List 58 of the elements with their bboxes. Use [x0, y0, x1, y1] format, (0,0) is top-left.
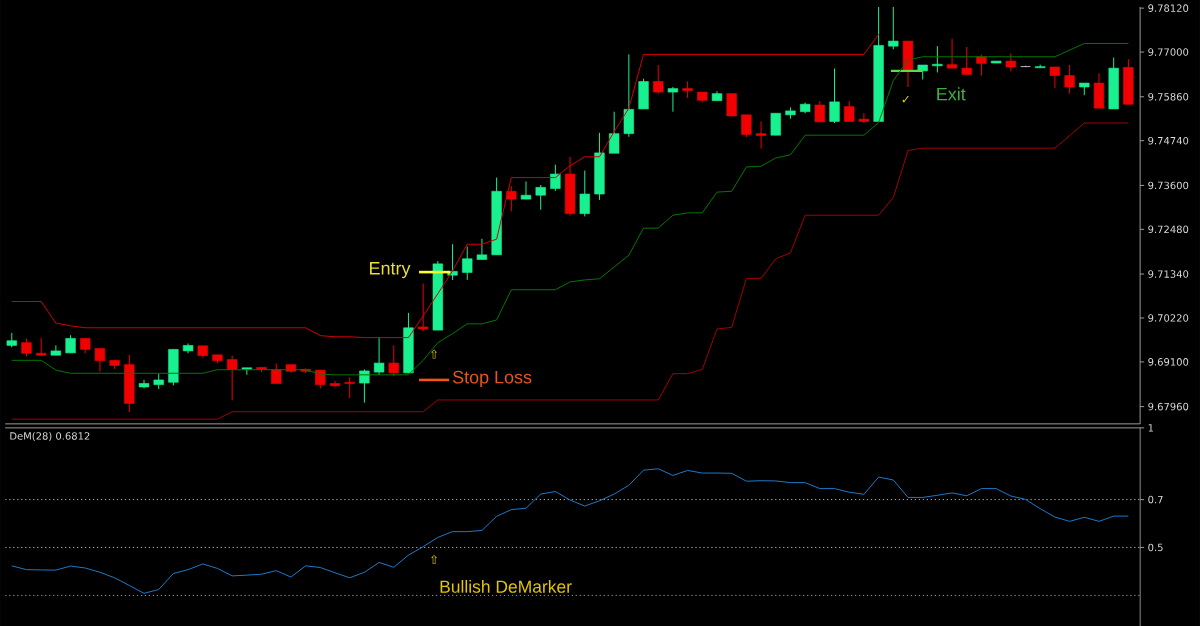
candlestick: [227, 354, 238, 401]
candlestick: [609, 111, 620, 154]
chart-title: DeM(28) 0.6812: [10, 431, 90, 441]
candlestick: [271, 362, 282, 384]
candlestick: [388, 344, 399, 377]
candlestick: [550, 163, 561, 192]
candlestick: [726, 92, 737, 117]
candlestick: [770, 112, 781, 136]
candlestick: [888, 6, 899, 50]
annotation: Bullish DeMarker: [440, 579, 572, 593]
candlestick: [667, 86, 679, 113]
candlestick: [976, 54, 987, 76]
candlestick: [858, 112, 870, 124]
annotation: ✓: [902, 95, 909, 103]
candlestick: [344, 376, 355, 399]
candlestick: [961, 46, 972, 75]
candlestick: [1049, 66, 1061, 89]
candlestick: [418, 282, 429, 332]
y-tick-label: 0.7: [1148, 495, 1163, 504]
ref-line-label: Exit: [937, 87, 966, 101]
y-tick-label: 9.71340: [1148, 270, 1189, 278]
candlestick: [653, 64, 664, 94]
y-tick-label: 9.67960: [1148, 402, 1189, 411]
candlestick: [462, 245, 473, 281]
candlestick: [755, 120, 767, 149]
candlestick: [946, 38, 958, 69]
candlestick: [814, 100, 825, 123]
y-tick-label: 9.75860: [1148, 92, 1189, 101]
candlestick: [241, 367, 252, 376]
candlestick: [741, 114, 752, 138]
candlestick: [535, 184, 546, 211]
candlestick: [315, 369, 326, 389]
y-tick-label: 9.74740: [1148, 136, 1189, 145]
candlestick: [932, 45, 943, 73]
candlestick: [1064, 64, 1075, 94]
ref-line-label: Stop Loss: [452, 370, 532, 387]
annotation: ⇧: [431, 349, 438, 359]
candlestick: [329, 380, 341, 387]
y-tick-label: 0.5: [1148, 543, 1163, 552]
y-tick-label: 9.69100: [1148, 357, 1189, 366]
candlestick: [844, 100, 855, 122]
candlestick: [506, 185, 517, 212]
candlestick: [50, 344, 62, 356]
candlestick: [476, 238, 488, 260]
candlestick: [829, 67, 840, 124]
candlestick: [520, 180, 532, 200]
y-tick-label: 9.77000: [1148, 48, 1189, 56]
candlestick: [373, 337, 385, 376]
ref-line-label: Entry: [370, 261, 411, 278]
y-tick-label: 9.72480: [1148, 225, 1189, 233]
line-series: [11, 468, 1129, 594]
candlestick: [579, 169, 590, 217]
y-tick-label: 9.73600: [1148, 181, 1189, 190]
y-tick-label: 1: [1148, 424, 1154, 432]
candlestick: [94, 347, 106, 373]
y-tick-label: 9.78120: [1148, 4, 1189, 12]
y-tick-label: 9.70220: [1148, 314, 1189, 322]
annotation: ⇧: [431, 554, 438, 564]
